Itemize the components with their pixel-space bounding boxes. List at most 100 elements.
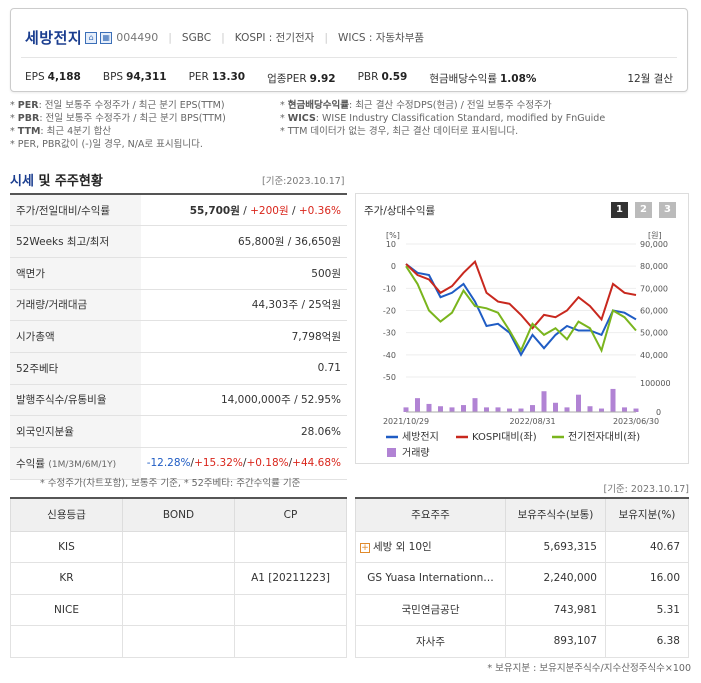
row-value: 44,303주 / 25억원	[140, 289, 347, 322]
table-row: 수익률 (1M/3M/6M/1Y) -12.28%/+15.32%/+0.18%…	[10, 447, 347, 480]
right-tick-label: 90,000	[640, 240, 668, 249]
footnote: * 현금배당수익률: 최근 결산 수정DPS(현금) / 전일 보통주 수정주가	[280, 100, 552, 111]
right-tick-label: 60,000	[640, 307, 668, 316]
settlement-month: 12월 결산	[627, 73, 673, 85]
table-row: GS Yuasa Internationn… 2,240,000 16.00	[355, 562, 689, 595]
chart-title: 주가/상대수익률	[364, 205, 436, 217]
footnote: * PER: 전일 보통주 수정주가 / 최근 분기 EPS(TTM)	[10, 100, 225, 111]
volume-bar	[484, 407, 489, 412]
series-line	[405, 259, 637, 330]
company-name[interactable]: 세방전지	[25, 29, 83, 47]
volume-bar	[541, 391, 547, 412]
eng-name: SGBC	[181, 31, 212, 44]
legend-label: 세방전지	[402, 431, 439, 443]
x-tick-label: 2022/08/31	[509, 417, 555, 426]
volume-bar	[461, 405, 466, 412]
volume-bar	[426, 403, 432, 412]
left-tick-label: 10	[386, 240, 396, 249]
table-row: 주가/전일대비/수익률 55,700원 / +200원 / +0.36%	[10, 194, 347, 227]
table-row: 국민연금공단 743,981 5.31	[355, 593, 689, 626]
credit-rating-table: 신용등급 BOND CP KIS KR A1 [20211223] NICE	[10, 497, 347, 658]
volume-bar	[403, 407, 409, 412]
left-tick-label: -50	[383, 373, 396, 382]
row-value: 7,798억원	[140, 320, 347, 353]
table-row: 자사주 893,107 6.38	[355, 625, 689, 658]
volume-bar	[518, 408, 524, 412]
basis-date: [기준:2023.10.17]	[262, 176, 345, 187]
relative-return-chart: [%] [원] 10 0 -10 -20 -30 -40 -50 90,000 80,000 70,0…	[383, 231, 671, 459]
volume-bar	[449, 407, 455, 412]
column-header: 보유주식수(보통)	[505, 498, 606, 532]
table-row	[10, 625, 347, 658]
building-icon[interactable]: ▦	[100, 31, 113, 44]
chart-page-2-button[interactable]: 2	[635, 202, 652, 218]
table-row: 외국인지분율 28.06%	[10, 415, 347, 448]
column-header: CP	[234, 498, 347, 532]
table-row: 거래량/거래대금 44,303주 / 25억원	[10, 289, 347, 322]
footnote: * PER, PBR값이 (-)일 경우, N/A로 표시됩니다.	[10, 139, 203, 150]
volume-bar	[553, 402, 558, 412]
x-tick-label: 2021/10/29	[383, 417, 429, 426]
row-value: 14,000,000주 / 52.95%	[140, 384, 347, 417]
home-icon[interactable]: ⌂	[85, 31, 98, 44]
row-label: 수익률 (1M/3M/6M/1Y)	[10, 447, 141, 480]
row-value: 500원	[140, 257, 347, 290]
table-row: + 세방 외 10인 5,693,315 40.67	[355, 530, 689, 563]
chart-page-1-button[interactable]: 1	[611, 202, 628, 218]
holders-basis-date: [기준: 2023.10.17]	[603, 484, 689, 495]
volume-bar	[564, 407, 570, 412]
row-value: 55,700원 / +200원 / +0.36%	[140, 194, 347, 227]
table-row: KIS	[10, 530, 347, 563]
metric-pbr: PBR 0.59	[357, 71, 408, 83]
table-row: 시가총액 7,798억원	[10, 320, 347, 353]
table-header-row: 주요주주 보유주식수(보통) 보유지분(%)	[355, 498, 689, 532]
expand-icon[interactable]: +	[360, 543, 370, 554]
row-label: 발행주식수/유통비율	[10, 384, 141, 417]
section-title: 시세 및 주주현황	[10, 174, 103, 189]
legend-label: 거래량	[402, 447, 430, 459]
right-axis-label: [원]	[648, 231, 662, 240]
row-value: -12.28%/+15.32%/+0.18%/+44.68%	[140, 447, 347, 480]
left-tick-label: 0	[391, 262, 396, 271]
table-header-row: 신용등급 BOND CP	[10, 498, 347, 532]
column-header: 신용등급	[10, 498, 123, 532]
left-axis-label: [%]	[386, 231, 400, 240]
metric-per: PER 13.30	[188, 71, 246, 83]
volume-bar	[495, 407, 501, 412]
left-tick-label: -30	[383, 329, 396, 338]
legend-label: 전기전자대비(좌)	[568, 431, 640, 443]
table-row: KR A1 [20211223]	[10, 562, 347, 595]
chart-page-3-button[interactable]: 3	[659, 202, 676, 218]
table-row: 52Weeks 최고/최저 65,800원 / 36,650원	[10, 225, 347, 258]
footnote: * WICS: WISE Industry Classification Sta…	[280, 113, 606, 124]
metric-sector-per: 업종PER 9.92	[267, 73, 336, 85]
row-value: 65,800원 / 36,650원	[140, 225, 347, 258]
table-row: 액면가 500원	[10, 257, 347, 290]
volume-bar	[599, 408, 604, 412]
volume-bar	[633, 408, 639, 412]
series-line	[405, 265, 637, 354]
wics-sector: WICS : 자동차부품	[338, 32, 425, 44]
volume-bar	[507, 408, 512, 412]
volume-bar	[472, 398, 478, 412]
row-label: 주가/전일대비/수익률	[10, 194, 141, 227]
row-label: 외국인지분율	[10, 415, 141, 448]
major-holders-table: 주요주주 보유주식수(보통) 보유지분(%) + 세방 외 10인 5,693,3…	[355, 497, 689, 658]
metric-bps: BPS 94,311	[102, 71, 167, 83]
price-chart-panel: 주가/상대수익률 1 2 3 [%] [원] 10 0 -10 -20 -30 -40 -50 9…	[355, 193, 689, 464]
holders-footnote: * 보유지분 : 보유지분주식수/지수산정주식수×100	[487, 663, 691, 674]
legend-swatch	[387, 448, 396, 457]
holder-name[interactable]: 세방 외 10인	[373, 541, 432, 554]
row-label: 52Weeks 최고/최저	[10, 225, 141, 258]
holder-name: 자사주	[355, 625, 506, 658]
stock-code: 004490	[116, 31, 159, 44]
right-tick-label: 70,000	[640, 284, 668, 293]
table-row: 발행주식수/유통비율 14,000,000주 / 52.95%	[10, 384, 347, 417]
series-line	[405, 263, 637, 357]
volume-tick-label: 100000	[640, 379, 671, 388]
footnotes-left: * PER: 전일 보통주 수정주가 / 최근 분기 EPS(TTM) * PB…	[10, 99, 226, 151]
legend-label: KOSPI대비(좌)	[472, 431, 537, 443]
row-label: 시가총액	[10, 320, 141, 353]
metric-dividend-yield: 현금배당수익률 1.08%	[429, 73, 537, 85]
volume-bar	[610, 388, 616, 412]
